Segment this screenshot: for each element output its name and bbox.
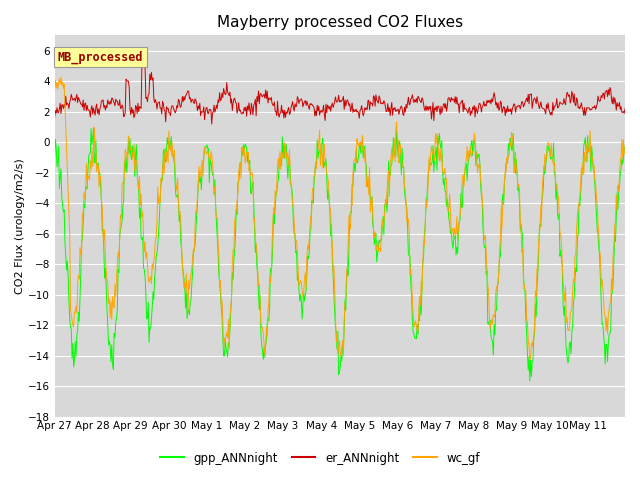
- Text: MB_processed: MB_processed: [58, 50, 143, 64]
- Line: wc_gf: wc_gf: [54, 77, 625, 359]
- Y-axis label: CO2 Flux (urology/m2/s): CO2 Flux (urology/m2/s): [15, 158, 25, 294]
- Line: gpp_ANNnight: gpp_ANNnight: [54, 128, 625, 381]
- Title: Mayberry processed CO2 Fluxes: Mayberry processed CO2 Fluxes: [217, 15, 463, 30]
- Legend: gpp_ANNnight, er_ANNnight, wc_gf: gpp_ANNnight, er_ANNnight, wc_gf: [156, 447, 484, 469]
- Line: er_ANNnight: er_ANNnight: [54, 61, 625, 124]
